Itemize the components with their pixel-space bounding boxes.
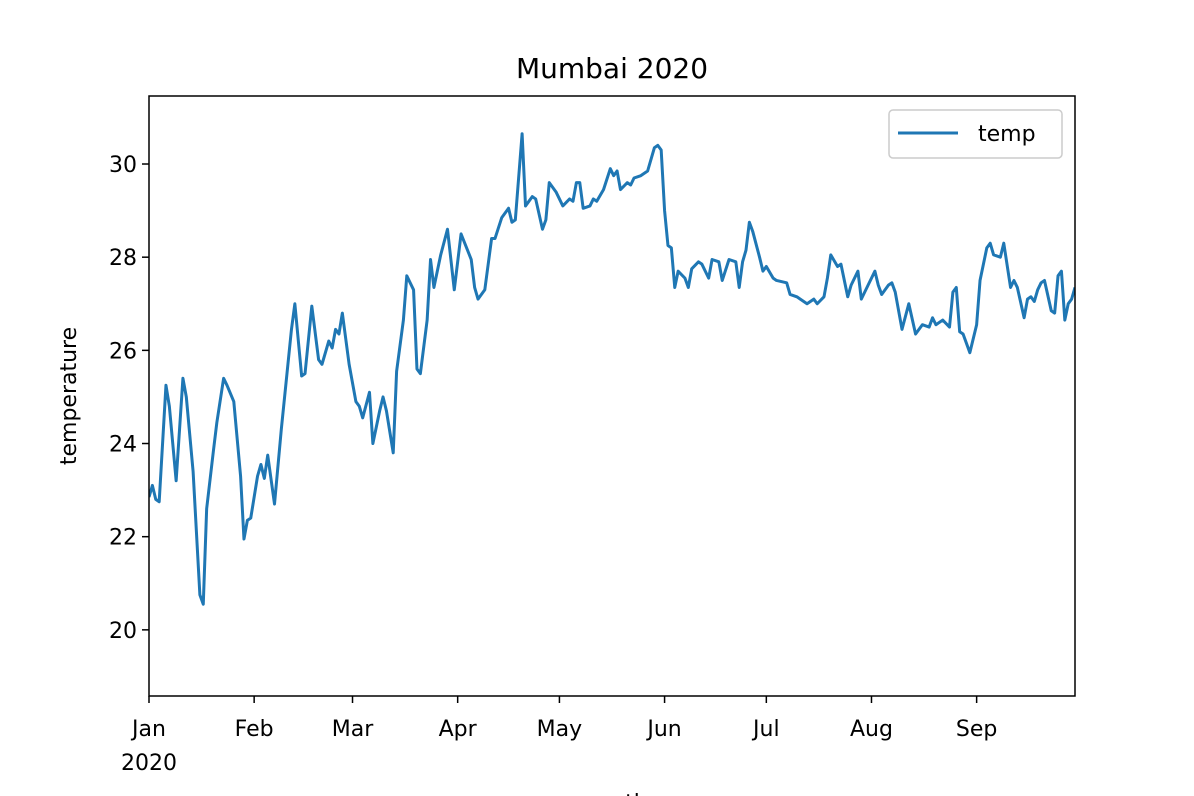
x-tick-label: Jun (645, 717, 681, 742)
x-tick-label: Sep (956, 717, 997, 742)
x-tick-label: Aug (850, 717, 893, 742)
y-tick-label: 24 (109, 433, 137, 458)
y-tick-label: 22 (109, 526, 137, 551)
x-year-label: 2020 (121, 751, 177, 776)
x-tick-label: Mar (332, 717, 374, 742)
x-tick-label: Apr (439, 717, 478, 742)
y-tick-label: 30 (109, 153, 137, 178)
x-axis-label: month (576, 791, 647, 796)
y-tick-label: 28 (109, 246, 137, 271)
legend-box (888, 109, 1063, 159)
x-tick-label: Jul (751, 717, 780, 742)
x-tick-label: Feb (235, 717, 274, 742)
legend-label: temp (978, 122, 1036, 147)
y-tick-label: 26 (109, 339, 137, 364)
x-tick-label: May (537, 717, 582, 742)
plot-frame (148, 95, 1076, 697)
series-line (149, 132, 1075, 606)
chart-title: Mumbai 2020 (516, 52, 708, 85)
y-axis-label: temperature (57, 327, 82, 465)
y-tick-label: 20 (109, 619, 137, 644)
x-tick-label: Jan (130, 717, 166, 742)
